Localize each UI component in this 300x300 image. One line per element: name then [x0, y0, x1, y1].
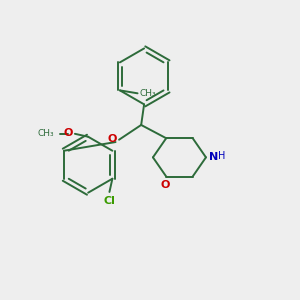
Text: CH₃: CH₃	[139, 89, 156, 98]
Text: O: O	[63, 128, 73, 138]
Text: H: H	[218, 151, 226, 161]
Text: O: O	[160, 180, 169, 190]
Text: N: N	[209, 152, 218, 162]
Text: O: O	[107, 134, 117, 143]
Text: Cl: Cl	[103, 196, 116, 206]
Text: CH₃: CH₃	[38, 129, 54, 138]
